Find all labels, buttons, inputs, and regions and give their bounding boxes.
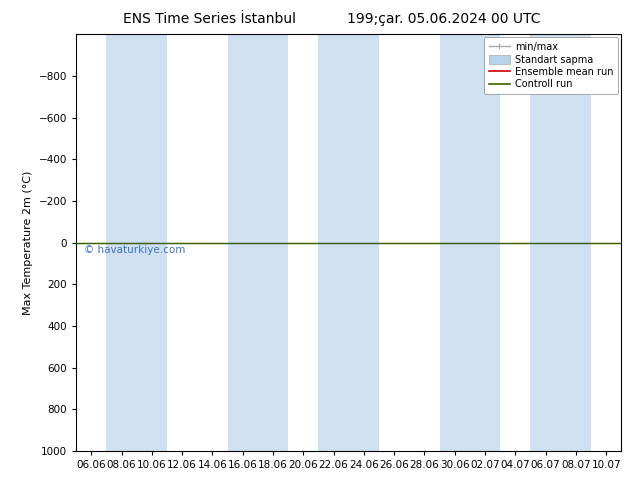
Bar <box>228 34 288 451</box>
Text: © havaturkiye.com: © havaturkiye.com <box>84 245 186 255</box>
Bar <box>531 34 591 451</box>
Bar <box>439 34 500 451</box>
Bar <box>318 34 379 451</box>
Y-axis label: Max Temperature 2m (°C): Max Temperature 2m (°C) <box>23 171 33 315</box>
Legend: min/max, Standart sapma, Ensemble mean run, Controll run: min/max, Standart sapma, Ensemble mean r… <box>484 37 618 94</box>
Bar <box>107 34 167 451</box>
Text: ENS Time Series İstanbul: ENS Time Series İstanbul <box>123 12 295 26</box>
Text: 199;çar. 05.06.2024 00 UTC: 199;çar. 05.06.2024 00 UTC <box>347 12 541 26</box>
